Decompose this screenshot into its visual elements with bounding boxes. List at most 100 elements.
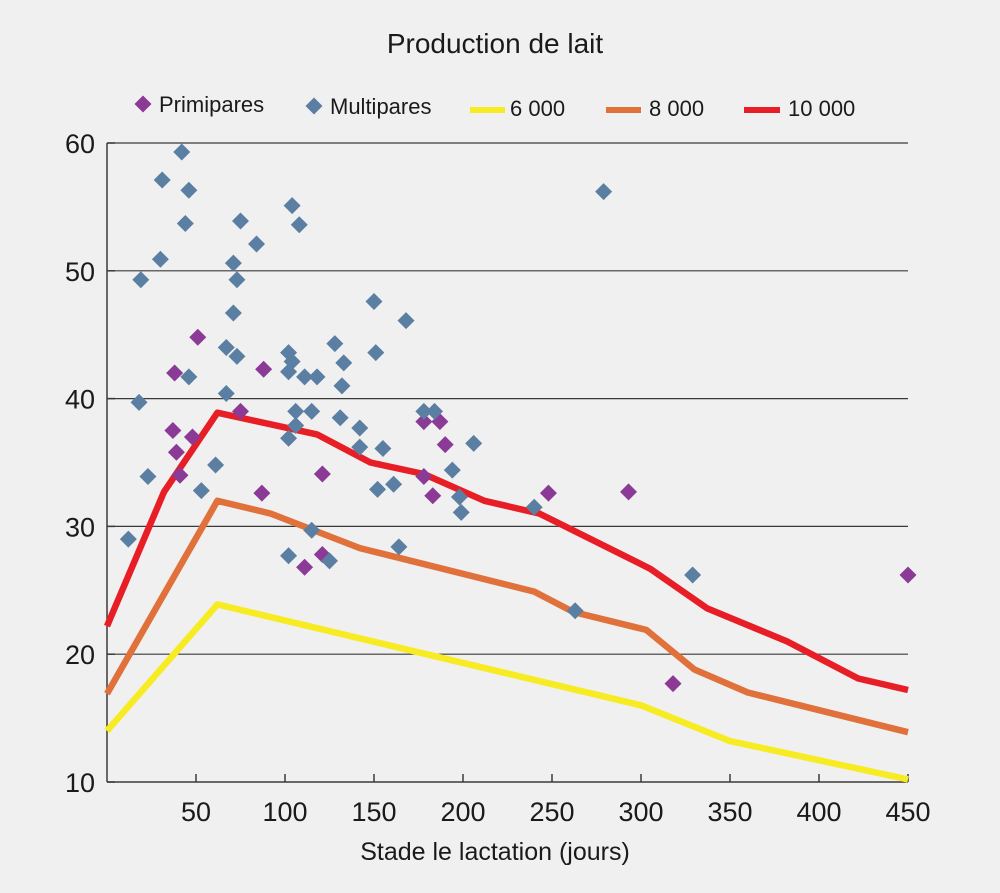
point-primipares-17 — [539, 484, 557, 502]
point-multipares-43 — [374, 439, 392, 457]
point-primipares-0 — [166, 364, 184, 382]
point-multipares-30 — [303, 402, 321, 420]
x-tick-label-450: 450 — [885, 797, 930, 827]
series-line-10-000 — [104, 409, 909, 694]
point-primipares-13 — [415, 468, 433, 486]
point-primipares-19 — [664, 675, 682, 693]
point-multipares-24 — [283, 353, 301, 371]
point-primipares-18 — [620, 483, 638, 501]
point-multipares-26 — [287, 416, 305, 434]
point-multipares-33 — [321, 552, 338, 570]
point-primipares-8 — [253, 484, 271, 502]
x-tick-label-150: 150 — [351, 797, 396, 827]
point-multipares-32 — [308, 368, 326, 386]
scatter-points — [119, 143, 917, 693]
point-multipares-2 — [132, 271, 150, 289]
legend-label-multipares: Multipares — [330, 94, 431, 119]
axes — [106, 142, 909, 783]
legend-marker-multipares — [305, 97, 323, 115]
x-tick-label-350: 350 — [707, 797, 752, 827]
y-tick-label-20: 20 — [65, 640, 95, 670]
point-multipares-6 — [173, 143, 191, 161]
point-multipares-23 — [280, 547, 298, 565]
point-primipares-16 — [436, 436, 454, 454]
point-primipares-1 — [164, 422, 182, 440]
point-multipares-44 — [385, 475, 403, 493]
point-multipares-49 — [443, 461, 461, 479]
legend-item-6000: 6 000 — [470, 96, 565, 121]
legend: Primipares Multipares 6 000 8 000 10 000 — [134, 92, 855, 121]
legend-item-multipares: Multipares — [305, 94, 431, 119]
point-multipares-35 — [331, 409, 349, 427]
point-multipares-14 — [224, 254, 242, 272]
point-multipares-27 — [287, 402, 305, 420]
x-tick-label-300: 300 — [618, 797, 663, 827]
point-multipares-4 — [151, 250, 169, 268]
y-tick-label-30: 30 — [65, 512, 95, 542]
point-multipares-54 — [566, 602, 584, 620]
y-tick-label-10: 10 — [65, 768, 95, 798]
point-multipares-1 — [130, 393, 148, 411]
point-multipares-52 — [465, 434, 483, 452]
point-multipares-51 — [452, 503, 470, 521]
point-multipares-22 — [280, 429, 298, 447]
point-multipares-9 — [180, 368, 198, 386]
point-multipares-12 — [217, 338, 235, 356]
point-multipares-7 — [176, 215, 194, 233]
y-tick-labels: 10 20 30 40 50 60 — [65, 129, 95, 798]
point-multipares-16 — [228, 271, 246, 289]
point-multipares-34 — [326, 335, 344, 353]
legend-item-primipares: Primipares — [134, 92, 264, 117]
legend-label-primipares: Primipares — [159, 92, 264, 117]
point-multipares-25 — [283, 197, 301, 215]
point-multipares-28 — [290, 216, 308, 234]
point-multipares-53 — [525, 498, 543, 516]
point-multipares-0 — [119, 530, 137, 548]
series-line-6-000 — [104, 601, 909, 783]
point-multipares-29 — [296, 368, 314, 386]
point-primipares-14 — [424, 487, 442, 505]
point-multipares-36 — [333, 377, 351, 395]
point-multipares-47 — [415, 402, 433, 420]
x-tick-label-400: 400 — [796, 797, 841, 827]
point-multipares-39 — [351, 438, 369, 456]
point-multipares-46 — [397, 312, 415, 330]
x-tick-label-250: 250 — [529, 797, 574, 827]
point-primipares-12 — [415, 413, 433, 431]
point-multipares-56 — [684, 566, 702, 584]
y-tick-label-50: 50 — [65, 257, 95, 287]
point-multipares-55 — [595, 183, 613, 201]
point-primipares-3 — [171, 466, 189, 484]
point-primipares-9 — [296, 558, 314, 576]
point-primipares-20 — [899, 566, 917, 584]
y-tick-label-40: 40 — [65, 385, 95, 415]
point-multipares-45 — [390, 538, 408, 556]
x-axis-label: Stade le lactation (jours) — [360, 838, 630, 866]
point-primipares-7 — [255, 360, 273, 378]
point-multipares-31 — [303, 521, 321, 539]
point-multipares-18 — [232, 212, 249, 230]
point-multipares-38 — [351, 419, 369, 437]
point-multipares-10 — [192, 482, 210, 500]
y-tick-label-60: 60 — [65, 129, 95, 159]
point-multipares-15 — [224, 304, 242, 322]
x-tick-label-200: 200 — [440, 797, 485, 827]
point-multipares-13 — [217, 384, 235, 402]
point-multipares-41 — [367, 344, 385, 362]
gridlines — [107, 142, 908, 655]
point-multipares-17 — [228, 347, 246, 365]
x-tick-label-50: 50 — [181, 797, 211, 827]
chart-title: Production de lait — [387, 28, 604, 59]
point-primipares-6 — [232, 402, 249, 420]
point-multipares-42 — [369, 480, 387, 498]
point-primipares-2 — [167, 443, 185, 461]
legend-marker-primipares — [134, 95, 152, 113]
series-line-8-000 — [104, 497, 909, 736]
point-multipares-48 — [426, 402, 444, 420]
point-multipares-8 — [180, 181, 198, 199]
point-multipares-11 — [207, 456, 225, 474]
legend-label-10000: 10 000 — [788, 96, 855, 121]
point-primipares-5 — [189, 328, 207, 346]
point-multipares-19 — [248, 235, 266, 253]
point-primipares-10 — [313, 465, 331, 483]
